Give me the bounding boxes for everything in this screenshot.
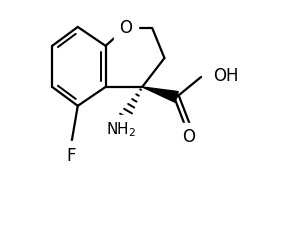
Text: O: O (182, 128, 195, 146)
Text: OH: OH (213, 67, 239, 85)
Text: NH$_2$: NH$_2$ (106, 120, 136, 139)
Text: F: F (66, 147, 76, 165)
Polygon shape (142, 87, 178, 102)
Text: O: O (119, 19, 132, 37)
